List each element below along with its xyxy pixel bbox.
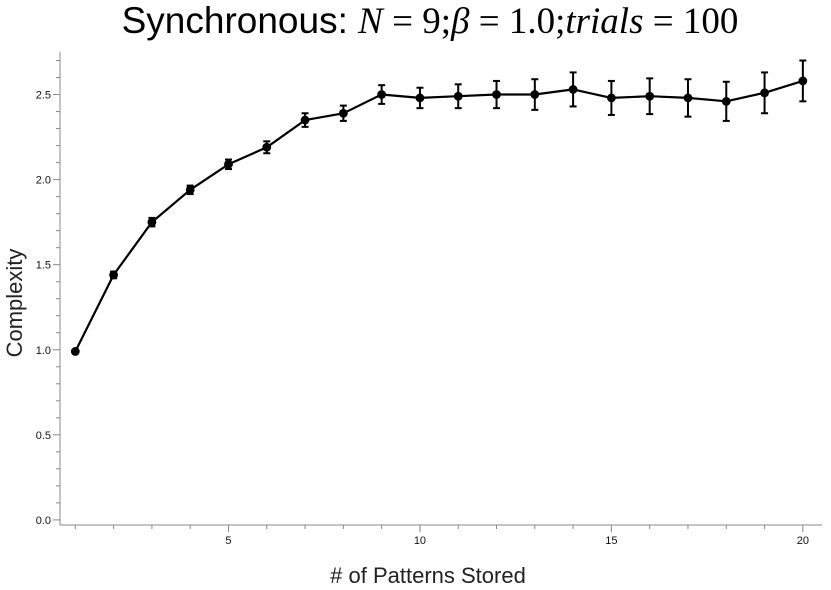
y-axis-label: Complexity (2, 249, 27, 358)
data-point (760, 88, 769, 98)
x-tick-label: 10 (414, 535, 426, 547)
x-axis-label: # of Patterns Stored (330, 563, 526, 588)
chart-title: Synchronous: N = 9;β = 1.0;trials = 100 (122, 0, 739, 42)
y-tick-label: 1.0 (36, 345, 51, 357)
data-point (798, 76, 808, 86)
title-equals-2: = (469, 1, 508, 42)
data-point (453, 91, 463, 101)
title-sep-2: ; (555, 1, 565, 42)
y-tick-label: 2.5 (36, 90, 51, 102)
title-n-symbol: N (357, 1, 385, 42)
data-point (147, 217, 157, 227)
title-beta-value: 1.0 (509, 1, 555, 42)
x-tick-label: 15 (605, 535, 617, 547)
title-beta-symbol: β (450, 1, 470, 42)
x-tick-label: 20 (797, 535, 809, 547)
data-point (185, 185, 195, 195)
series-line (74, 79, 804, 352)
data-point (568, 85, 578, 94)
data-point (606, 93, 616, 103)
data-point (262, 142, 272, 152)
data-point (492, 90, 501, 99)
data-point (338, 108, 348, 118)
plot-area: 5 10 15 20 0.0 0.5 1.0 1.5 2.0 2.5 (36, 52, 822, 547)
data-point (721, 96, 731, 106)
data-point (224, 159, 233, 169)
title-sep-1: ; (441, 1, 451, 42)
title-equals-1: = (383, 1, 422, 42)
title-n-value: 9 (422, 1, 441, 42)
data-point (530, 90, 540, 99)
data-point (377, 90, 387, 99)
y-tick-label: 0.5 (36, 430, 51, 442)
title-trials-value: 100 (683, 1, 739, 42)
x-tick-label: 5 (225, 535, 231, 547)
title-prefix: Synchronous: (122, 0, 359, 41)
y-tick-label: 0.0 (36, 515, 51, 527)
title-trials-symbol: trials (565, 1, 643, 42)
data-point (645, 91, 655, 101)
data-point (300, 115, 310, 125)
y-tick-label: 1.5 (36, 260, 51, 272)
y-tick-label: 2.0 (36, 175, 51, 187)
data-point (109, 270, 119, 280)
title-equals-3: = (643, 1, 682, 42)
data-point (683, 93, 693, 103)
data-point (70, 347, 80, 356)
data-point (415, 93, 425, 103)
